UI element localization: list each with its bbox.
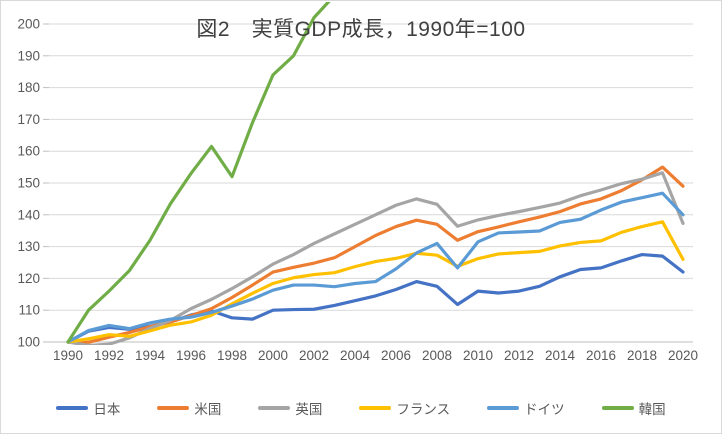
legend-item-uk: 英国 (258, 398, 322, 418)
x-tick-label: 2000 (258, 348, 288, 363)
legend-label-japan: 日本 (93, 402, 121, 417)
y-tick-label: 160 (17, 144, 40, 159)
x-tick-label: 1992 (94, 348, 124, 363)
y-tick-label: 110 (18, 303, 40, 318)
legend-item-france: フランス (359, 398, 450, 418)
y-tick-label: 170 (17, 112, 40, 127)
legend-label-germany: ドイツ (524, 402, 565, 417)
x-tick-label: 2016 (586, 348, 616, 363)
y-tick-label: 150 (17, 176, 40, 191)
y-tick-label: 180 (17, 80, 40, 95)
y-tick-label: 120 (17, 271, 40, 286)
series-line-korea (66, 2, 331, 344)
legend-label-uk: 英国 (295, 402, 323, 417)
legend-swatch-japan (56, 405, 89, 411)
legend-item-korea: 韓国 (601, 398, 666, 418)
x-tick-label: 2008 (422, 348, 452, 363)
x-tick-label: 1998 (217, 348, 247, 363)
legend-swatch-korea (601, 405, 634, 411)
series-line-france (66, 220, 685, 344)
legend-item-us: 米国 (157, 398, 221, 418)
x-tick-label: 1990 (53, 348, 83, 363)
x-tick-label: 2012 (504, 348, 534, 363)
x-tick-label: 2020 (668, 348, 698, 363)
x-tick-label: 2014 (545, 348, 576, 363)
series-line-germany (66, 191, 685, 344)
legend-swatch-germany (487, 405, 520, 411)
x-tick-label: 2004 (340, 348, 371, 363)
x-tick-label: 2002 (299, 348, 329, 363)
legend-swatch-us (157, 405, 190, 411)
legend-swatch-uk (258, 405, 291, 411)
legend-label-korea: 韓国 (638, 402, 666, 417)
y-tick-label: 130 (17, 239, 40, 254)
y-tick-label: 140 (17, 207, 40, 222)
y-tick-label: 200 (17, 17, 40, 32)
legend-label-us: 米国 (194, 402, 222, 417)
y-tick-label: 190 (17, 48, 40, 63)
legend-label-france: フランス (396, 402, 451, 417)
legend-swatch-france (359, 405, 392, 411)
legend-item-germany: ドイツ (487, 398, 565, 418)
x-tick-label: 1994 (135, 348, 166, 363)
x-tick-label: 2006 (381, 348, 411, 363)
y-tick-label: 100 (17, 335, 40, 350)
x-tick-label: 2010 (463, 348, 493, 363)
x-tick-label: 1996 (176, 348, 206, 363)
chart-legend: 日本 米国 英国 フランス ドイツ 韓国 (1, 398, 721, 418)
x-tick-label: 2018 (627, 348, 657, 363)
legend-item-japan: 日本 (56, 398, 120, 418)
